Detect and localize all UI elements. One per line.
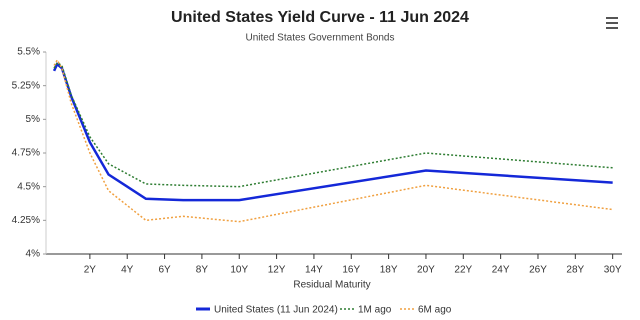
x-tick-label: 8Y bbox=[196, 265, 209, 276]
series-line bbox=[52, 62, 613, 202]
y-tick-label: 5.5% bbox=[17, 47, 40, 58]
chart-title: United States Yield Curve - 11 Jun 2024 bbox=[171, 9, 469, 26]
legend-label: 1M ago bbox=[358, 305, 392, 316]
x-tick-label: 24Y bbox=[492, 265, 510, 276]
x-tick-label: 6Y bbox=[158, 265, 171, 276]
x-tick-label: 20Y bbox=[417, 265, 435, 276]
series-line bbox=[53, 58, 613, 223]
x-tick-label: 16Y bbox=[342, 265, 360, 276]
chart-subtitle: United States Government Bonds bbox=[246, 33, 395, 44]
x-tick-label: 22Y bbox=[454, 265, 472, 276]
x-axis-label: Residual Maturity bbox=[293, 280, 370, 291]
x-tick-label: 10Y bbox=[230, 265, 248, 276]
legend-label: 6M ago bbox=[418, 305, 452, 316]
x-tick-label: 30Y bbox=[604, 265, 622, 276]
y-tick-label: 5.25% bbox=[12, 80, 40, 91]
menu-bar[interactable] bbox=[606, 27, 618, 29]
legend-label: United States (11 Jun 2024) bbox=[214, 305, 338, 316]
y-tick-label: 4% bbox=[26, 249, 41, 260]
y-tick-label: 4.5% bbox=[17, 181, 40, 192]
x-tick-label: 14Y bbox=[305, 265, 323, 276]
x-tick-label: 26Y bbox=[529, 265, 547, 276]
menu-bar[interactable] bbox=[606, 22, 618, 24]
x-tick-label: 28Y bbox=[566, 265, 584, 276]
x-tick-label: 4Y bbox=[121, 265, 134, 276]
y-tick-label: 4.25% bbox=[12, 215, 40, 226]
y-tick-label: 4.75% bbox=[12, 148, 40, 159]
x-tick-label: 18Y bbox=[380, 265, 398, 276]
series-line bbox=[53, 61, 613, 188]
x-tick-label: 12Y bbox=[268, 265, 286, 276]
menu-bar[interactable] bbox=[606, 17, 618, 19]
y-tick-label: 5% bbox=[26, 114, 41, 125]
x-tick-label: 2Y bbox=[84, 265, 97, 276]
menu-button[interactable] bbox=[606, 17, 618, 29]
